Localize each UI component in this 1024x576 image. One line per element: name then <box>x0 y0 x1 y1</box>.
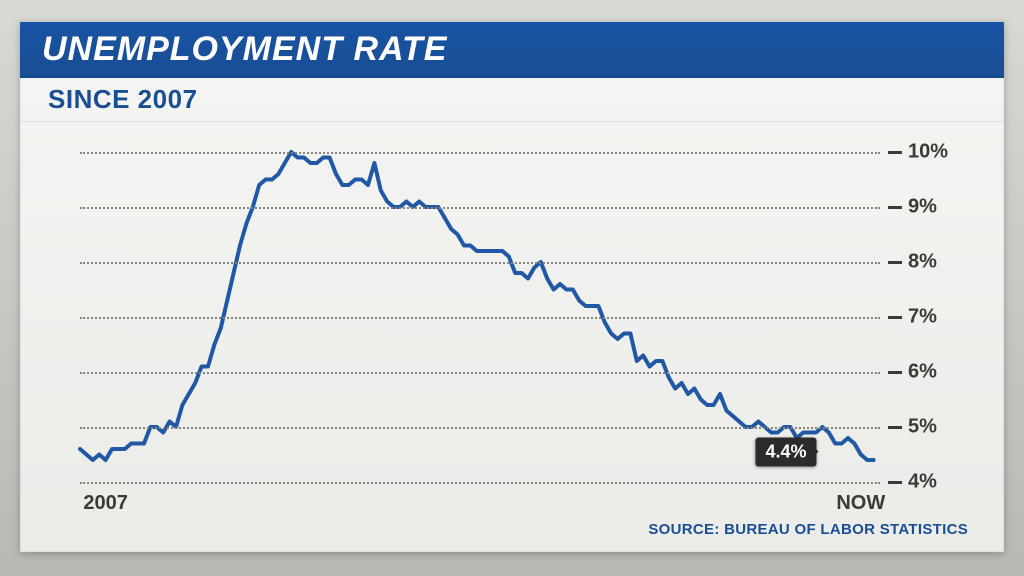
grid-line <box>80 262 880 264</box>
grid-line <box>80 372 880 374</box>
line-chart: 4%5%6%7%8%9%10%2007NOW4.4% <box>80 152 880 482</box>
y-tick-mark <box>888 261 902 264</box>
grid-line <box>80 207 880 209</box>
title-bar: UNEMPLOYMENT RATE <box>20 22 1004 78</box>
y-axis-label: 9% <box>908 196 937 219</box>
grid-line <box>80 427 880 429</box>
grid-line <box>80 152 880 154</box>
grid-line <box>80 317 880 319</box>
y-tick-mark <box>888 206 902 209</box>
chart-panel: UNEMPLOYMENT RATE SINCE 2007 4%5%6%7%8%9… <box>20 22 1004 552</box>
y-axis-label: 4% <box>908 471 937 494</box>
y-axis-label: 6% <box>908 361 937 384</box>
y-axis-label: 8% <box>908 251 937 274</box>
y-axis-label: 5% <box>908 416 937 439</box>
y-tick-mark <box>888 426 902 429</box>
y-tick-mark <box>888 316 902 319</box>
y-axis-label: 10% <box>908 141 948 164</box>
chart-subtitle: SINCE 2007 <box>48 84 198 115</box>
y-tick-mark <box>888 481 902 484</box>
y-tick-mark <box>888 371 902 374</box>
chart-title: UNEMPLOYMENT RATE <box>42 30 447 69</box>
x-axis-label: 2007 <box>83 492 128 515</box>
value-callout: 4.4% <box>755 437 816 466</box>
grid-line <box>80 482 880 484</box>
y-tick-mark <box>888 151 902 154</box>
y-axis-label: 7% <box>908 306 937 329</box>
subtitle-bar: SINCE 2007 <box>20 78 1004 122</box>
source-attribution: SOURCE: BUREAU OF LABOR STATISTICS <box>648 521 968 538</box>
x-axis-label: NOW <box>836 492 885 515</box>
unemployment-line <box>80 152 874 460</box>
